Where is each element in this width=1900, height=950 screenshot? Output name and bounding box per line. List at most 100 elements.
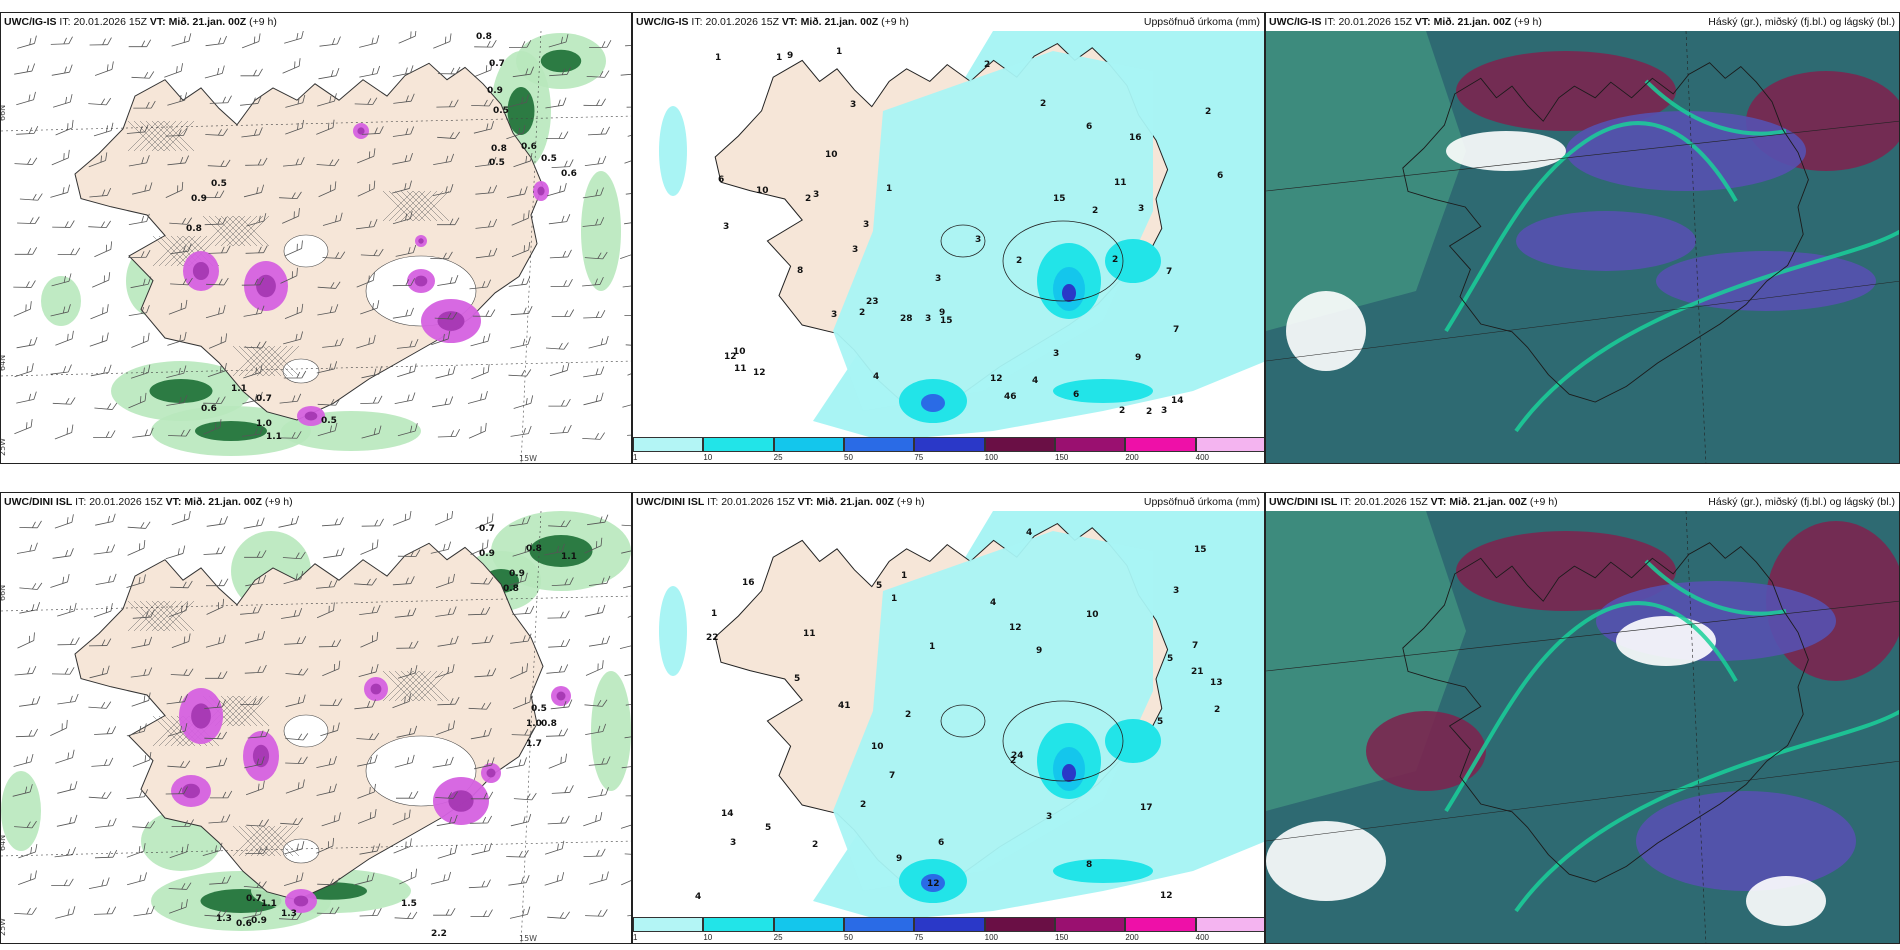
barb-flag: [31, 604, 35, 611]
barb-flag: [369, 787, 371, 794]
precip-value-label: 2: [1119, 406, 1125, 416]
barb-flag: [488, 577, 494, 585]
wind-speed-label: 0.5: [493, 106, 509, 116]
barb-flag: [520, 876, 524, 884]
lat-label: 66N: [1, 105, 7, 121]
barb-shaft: [126, 850, 144, 858]
barb-flag: [63, 879, 68, 886]
barb-flag: [404, 155, 408, 162]
barb-shaft: [431, 338, 449, 346]
barb-flag: [563, 728, 569, 736]
wind-barb: [51, 878, 74, 887]
barb-shaft: [468, 430, 486, 439]
wind-barb: [283, 872, 304, 886]
barb-shaft: [317, 311, 336, 316]
barb-flag: [107, 403, 112, 410]
barb-shaft: [510, 670, 527, 679]
barb-flag: [69, 817, 72, 824]
wind-speed-label: 1.3: [216, 914, 232, 924]
barb-flag: [27, 158, 32, 165]
barb-flag: [525, 875, 530, 883]
wind-speed-label: 1.0: [526, 719, 542, 729]
barb-flag: [101, 702, 106, 709]
wind-speed-label: 0.9: [191, 194, 207, 204]
wind-barb: [283, 570, 304, 585]
wind-barb: [396, 791, 419, 799]
barb-flag: [67, 573, 70, 583]
wind-barb: [94, 61, 114, 76]
barb-flag: [106, 546, 110, 553]
barb-flag: [143, 638, 147, 646]
barb-flag: [454, 99, 459, 107]
barb-flag: [599, 432, 605, 440]
barb-flag: [560, 611, 564, 619]
barb-flag: [601, 637, 605, 645]
wind-barb: [507, 572, 528, 586]
barb-flag: [62, 187, 65, 194]
legend-swatch: [984, 917, 1055, 932]
wind-barb: [242, 906, 264, 919]
barb-shaft: [392, 817, 410, 825]
barb-flag: [563, 131, 569, 139]
barb-flag: [333, 361, 338, 370]
barb-flag: [559, 912, 564, 919]
icing-hatch: [127, 120, 450, 377]
wind-barb: [322, 212, 343, 226]
barb-shaft: [13, 761, 32, 767]
barb-flag: [259, 906, 264, 915]
barb-flag: [29, 784, 33, 793]
cloud-patch: [1516, 211, 1696, 271]
barb-flag: [261, 184, 265, 193]
barb-flag: [26, 908, 31, 915]
hatch-line: [127, 120, 159, 152]
barb-shaft: [283, 578, 302, 585]
wind-barb: [357, 754, 378, 767]
wind-barb: [282, 208, 300, 224]
wind-barb: [17, 35, 37, 49]
barb-flag: [454, 131, 460, 139]
legend-tick: 1: [633, 933, 638, 942]
wind-barb: [354, 872, 375, 886]
precip-value-label: 11: [803, 629, 816, 639]
precip-value-label: 16: [1129, 133, 1142, 143]
barb-shaft: [506, 764, 525, 769]
barb-flag: [485, 606, 491, 615]
wind-barb: [357, 809, 377, 824]
barb-flag: [454, 217, 460, 225]
wind-barb: [583, 310, 606, 319]
barb-shaft: [322, 257, 341, 259]
wind-barb: [316, 361, 338, 374]
barb-flag: [26, 65, 30, 73]
barb-flag: [224, 516, 228, 524]
barb-shaft: [475, 521, 493, 529]
barb-shaft: [437, 435, 456, 438]
precip-value-label: 2: [1214, 705, 1220, 715]
barb-flag: [447, 666, 450, 674]
wind-barb: [130, 364, 151, 379]
barb-shaft: [392, 314, 411, 319]
barb-flag: [448, 723, 450, 731]
barb-flag: [559, 185, 562, 193]
barb-flag: [223, 277, 229, 286]
barb-flag: [149, 71, 155, 79]
barb-flag: [222, 909, 228, 917]
wind-barb: [508, 40, 532, 48]
barb-flag: [368, 275, 370, 283]
barb-flag: [410, 93, 415, 102]
barb-flag: [527, 633, 532, 642]
wind-barb: [55, 749, 75, 764]
wind-barb: [88, 638, 112, 647]
wind-barb: [392, 693, 411, 709]
wind-barb: [356, 219, 378, 230]
wind-barb: [619, 643, 631, 649]
barb-shaft: [128, 221, 147, 225]
barb-flag: [565, 34, 569, 43]
hatch-line: [139, 120, 171, 152]
wind-barb: [240, 697, 263, 705]
barb-flag: [33, 125, 39, 134]
barb-flag: [604, 70, 610, 78]
legend-tick: 1: [633, 453, 638, 462]
barb-flag: [569, 159, 574, 167]
precip-value-label: 3: [1138, 204, 1144, 214]
barb-flag: [67, 184, 71, 193]
